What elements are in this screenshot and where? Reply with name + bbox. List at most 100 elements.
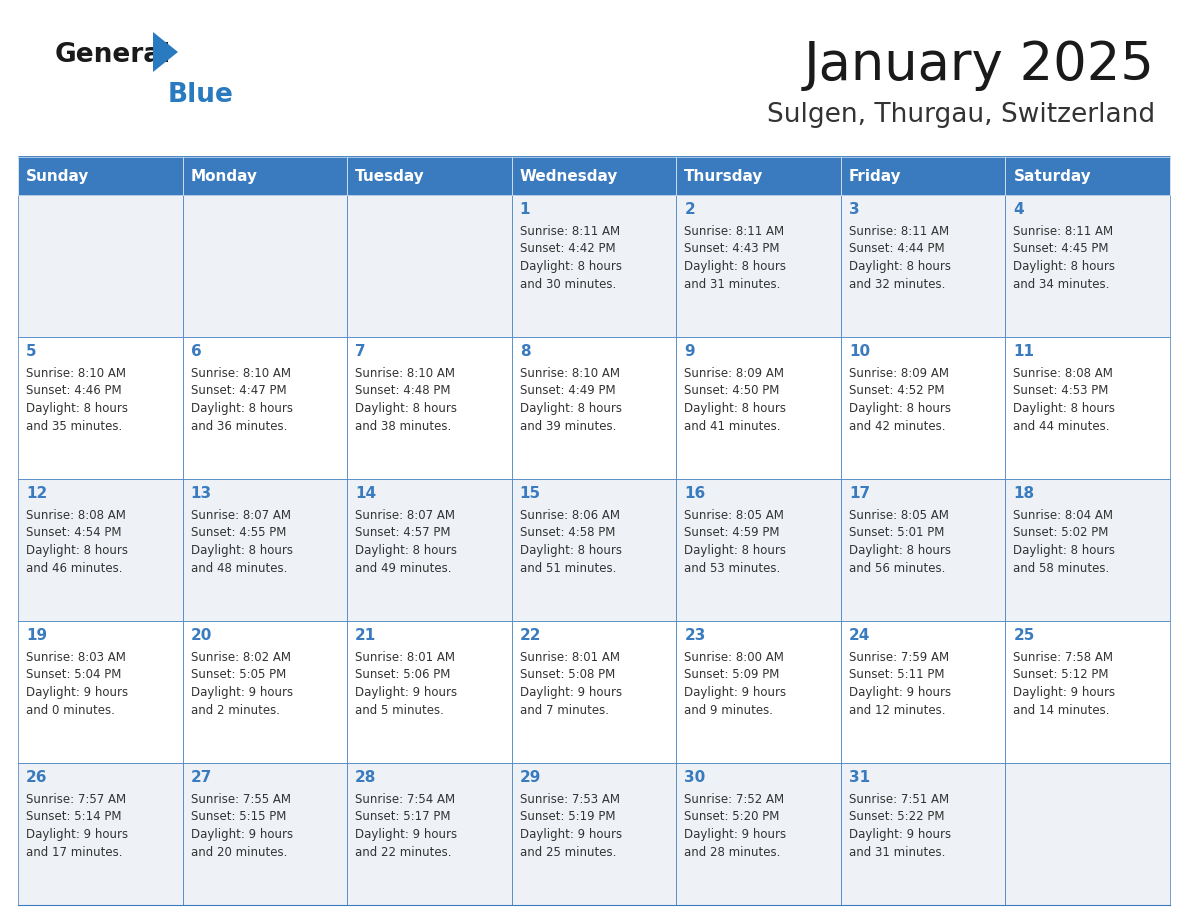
Text: 20: 20 bbox=[190, 628, 211, 643]
Text: General: General bbox=[55, 42, 171, 68]
Text: 21: 21 bbox=[355, 628, 377, 643]
Bar bbox=[512, 157, 676, 195]
Text: Sunrise: 7:59 AM
Sunset: 5:11 PM
Daylight: 9 hours
and 12 minutes.: Sunrise: 7:59 AM Sunset: 5:11 PM Dayligh… bbox=[849, 651, 950, 717]
Bar bbox=[1005, 337, 1170, 479]
Text: Sunrise: 8:11 AM
Sunset: 4:43 PM
Daylight: 8 hours
and 31 minutes.: Sunrise: 8:11 AM Sunset: 4:43 PM Dayligh… bbox=[684, 225, 786, 290]
Text: Monday: Monday bbox=[190, 169, 258, 184]
Text: Sunrise: 8:02 AM
Sunset: 5:05 PM
Daylight: 9 hours
and 2 minutes.: Sunrise: 8:02 AM Sunset: 5:05 PM Dayligh… bbox=[190, 651, 292, 717]
Text: 12: 12 bbox=[26, 486, 48, 500]
Text: 13: 13 bbox=[190, 486, 211, 500]
Text: 26: 26 bbox=[26, 769, 48, 785]
Text: 1: 1 bbox=[519, 201, 530, 217]
Bar bbox=[1005, 195, 1170, 337]
Bar bbox=[183, 195, 347, 337]
Text: 7: 7 bbox=[355, 343, 366, 359]
Bar bbox=[18, 479, 183, 621]
Polygon shape bbox=[153, 32, 178, 72]
Bar bbox=[676, 479, 841, 621]
Text: Sunrise: 8:05 AM
Sunset: 5:01 PM
Daylight: 8 hours
and 56 minutes.: Sunrise: 8:05 AM Sunset: 5:01 PM Dayligh… bbox=[849, 509, 950, 575]
Text: Sunrise: 8:06 AM
Sunset: 4:58 PM
Daylight: 8 hours
and 51 minutes.: Sunrise: 8:06 AM Sunset: 4:58 PM Dayligh… bbox=[519, 509, 621, 575]
Text: Wednesday: Wednesday bbox=[519, 169, 618, 184]
Text: 18: 18 bbox=[1013, 486, 1035, 500]
Bar bbox=[347, 479, 512, 621]
Text: Sunrise: 7:55 AM
Sunset: 5:15 PM
Daylight: 9 hours
and 20 minutes.: Sunrise: 7:55 AM Sunset: 5:15 PM Dayligh… bbox=[190, 793, 292, 858]
Text: Sunrise: 8:01 AM
Sunset: 5:06 PM
Daylight: 9 hours
and 5 minutes.: Sunrise: 8:01 AM Sunset: 5:06 PM Dayligh… bbox=[355, 651, 457, 717]
Bar bbox=[347, 337, 512, 479]
Bar bbox=[347, 157, 512, 195]
Text: 6: 6 bbox=[190, 343, 201, 359]
Text: Thursday: Thursday bbox=[684, 169, 764, 184]
Text: 16: 16 bbox=[684, 486, 706, 500]
Bar bbox=[183, 337, 347, 479]
Bar bbox=[841, 621, 1005, 763]
Bar bbox=[1005, 763, 1170, 905]
Bar bbox=[347, 195, 512, 337]
Text: Sunrise: 8:07 AM
Sunset: 4:57 PM
Daylight: 8 hours
and 49 minutes.: Sunrise: 8:07 AM Sunset: 4:57 PM Dayligh… bbox=[355, 509, 457, 575]
Text: Sunrise: 8:09 AM
Sunset: 4:52 PM
Daylight: 8 hours
and 42 minutes.: Sunrise: 8:09 AM Sunset: 4:52 PM Dayligh… bbox=[849, 367, 950, 432]
Text: Sunrise: 8:00 AM
Sunset: 5:09 PM
Daylight: 9 hours
and 9 minutes.: Sunrise: 8:00 AM Sunset: 5:09 PM Dayligh… bbox=[684, 651, 786, 717]
Text: Sunrise: 8:09 AM
Sunset: 4:50 PM
Daylight: 8 hours
and 41 minutes.: Sunrise: 8:09 AM Sunset: 4:50 PM Dayligh… bbox=[684, 367, 786, 432]
Text: 25: 25 bbox=[1013, 628, 1035, 643]
Text: Sunrise: 8:08 AM
Sunset: 4:53 PM
Daylight: 8 hours
and 44 minutes.: Sunrise: 8:08 AM Sunset: 4:53 PM Dayligh… bbox=[1013, 367, 1116, 432]
Text: Friday: Friday bbox=[849, 169, 902, 184]
Text: Sunrise: 8:11 AM
Sunset: 4:44 PM
Daylight: 8 hours
and 32 minutes.: Sunrise: 8:11 AM Sunset: 4:44 PM Dayligh… bbox=[849, 225, 950, 290]
Text: Sunrise: 7:52 AM
Sunset: 5:20 PM
Daylight: 9 hours
and 28 minutes.: Sunrise: 7:52 AM Sunset: 5:20 PM Dayligh… bbox=[684, 793, 786, 858]
Text: Tuesday: Tuesday bbox=[355, 169, 425, 184]
Text: 31: 31 bbox=[849, 769, 870, 785]
Bar bbox=[18, 337, 183, 479]
Bar bbox=[512, 479, 676, 621]
Bar bbox=[512, 337, 676, 479]
Text: 5: 5 bbox=[26, 343, 37, 359]
Bar bbox=[676, 157, 841, 195]
Text: 17: 17 bbox=[849, 486, 870, 500]
Text: Sunrise: 8:03 AM
Sunset: 5:04 PM
Daylight: 9 hours
and 0 minutes.: Sunrise: 8:03 AM Sunset: 5:04 PM Dayligh… bbox=[26, 651, 128, 717]
Text: 3: 3 bbox=[849, 201, 859, 217]
Bar bbox=[347, 621, 512, 763]
Bar bbox=[841, 195, 1005, 337]
Text: Sulgen, Thurgau, Switzerland: Sulgen, Thurgau, Switzerland bbox=[767, 102, 1155, 128]
Text: Sunrise: 7:54 AM
Sunset: 5:17 PM
Daylight: 9 hours
and 22 minutes.: Sunrise: 7:54 AM Sunset: 5:17 PM Dayligh… bbox=[355, 793, 457, 858]
Text: Sunrise: 7:58 AM
Sunset: 5:12 PM
Daylight: 9 hours
and 14 minutes.: Sunrise: 7:58 AM Sunset: 5:12 PM Dayligh… bbox=[1013, 651, 1116, 717]
Text: 14: 14 bbox=[355, 486, 377, 500]
Text: 11: 11 bbox=[1013, 343, 1035, 359]
Text: Sunrise: 8:05 AM
Sunset: 4:59 PM
Daylight: 8 hours
and 53 minutes.: Sunrise: 8:05 AM Sunset: 4:59 PM Dayligh… bbox=[684, 509, 786, 575]
Text: Saturday: Saturday bbox=[1013, 169, 1092, 184]
Bar bbox=[183, 763, 347, 905]
Text: January 2025: January 2025 bbox=[804, 39, 1155, 91]
Text: Sunrise: 8:10 AM
Sunset: 4:46 PM
Daylight: 8 hours
and 35 minutes.: Sunrise: 8:10 AM Sunset: 4:46 PM Dayligh… bbox=[26, 367, 128, 432]
Text: Sunrise: 7:51 AM
Sunset: 5:22 PM
Daylight: 9 hours
and 31 minutes.: Sunrise: 7:51 AM Sunset: 5:22 PM Dayligh… bbox=[849, 793, 950, 858]
Bar bbox=[676, 337, 841, 479]
Bar bbox=[512, 763, 676, 905]
Text: 28: 28 bbox=[355, 769, 377, 785]
Text: Sunrise: 8:10 AM
Sunset: 4:47 PM
Daylight: 8 hours
and 36 minutes.: Sunrise: 8:10 AM Sunset: 4:47 PM Dayligh… bbox=[190, 367, 292, 432]
Text: Sunrise: 8:07 AM
Sunset: 4:55 PM
Daylight: 8 hours
and 48 minutes.: Sunrise: 8:07 AM Sunset: 4:55 PM Dayligh… bbox=[190, 509, 292, 575]
Bar bbox=[18, 621, 183, 763]
Text: 4: 4 bbox=[1013, 201, 1024, 217]
Bar bbox=[841, 479, 1005, 621]
Bar bbox=[841, 157, 1005, 195]
Text: Sunday: Sunday bbox=[26, 169, 89, 184]
Bar bbox=[1005, 157, 1170, 195]
Bar bbox=[1005, 621, 1170, 763]
Bar bbox=[512, 621, 676, 763]
Text: 23: 23 bbox=[684, 628, 706, 643]
Bar bbox=[676, 195, 841, 337]
Text: Sunrise: 8:08 AM
Sunset: 4:54 PM
Daylight: 8 hours
and 46 minutes.: Sunrise: 8:08 AM Sunset: 4:54 PM Dayligh… bbox=[26, 509, 128, 575]
Text: 19: 19 bbox=[26, 628, 48, 643]
Text: 2: 2 bbox=[684, 201, 695, 217]
Text: Sunrise: 8:10 AM
Sunset: 4:48 PM
Daylight: 8 hours
and 38 minutes.: Sunrise: 8:10 AM Sunset: 4:48 PM Dayligh… bbox=[355, 367, 457, 432]
Bar bbox=[18, 195, 183, 337]
Text: Sunrise: 8:04 AM
Sunset: 5:02 PM
Daylight: 8 hours
and 58 minutes.: Sunrise: 8:04 AM Sunset: 5:02 PM Dayligh… bbox=[1013, 509, 1116, 575]
Bar bbox=[512, 195, 676, 337]
Text: 24: 24 bbox=[849, 628, 871, 643]
Text: Blue: Blue bbox=[168, 82, 234, 108]
Bar bbox=[183, 621, 347, 763]
Text: Sunrise: 8:01 AM
Sunset: 5:08 PM
Daylight: 9 hours
and 7 minutes.: Sunrise: 8:01 AM Sunset: 5:08 PM Dayligh… bbox=[519, 651, 621, 717]
Bar bbox=[676, 763, 841, 905]
Text: Sunrise: 7:57 AM
Sunset: 5:14 PM
Daylight: 9 hours
and 17 minutes.: Sunrise: 7:57 AM Sunset: 5:14 PM Dayligh… bbox=[26, 793, 128, 858]
Text: 30: 30 bbox=[684, 769, 706, 785]
Text: 22: 22 bbox=[519, 628, 542, 643]
Bar bbox=[183, 479, 347, 621]
Text: Sunrise: 8:11 AM
Sunset: 4:45 PM
Daylight: 8 hours
and 34 minutes.: Sunrise: 8:11 AM Sunset: 4:45 PM Dayligh… bbox=[1013, 225, 1116, 290]
Text: Sunrise: 7:53 AM
Sunset: 5:19 PM
Daylight: 9 hours
and 25 minutes.: Sunrise: 7:53 AM Sunset: 5:19 PM Dayligh… bbox=[519, 793, 621, 858]
